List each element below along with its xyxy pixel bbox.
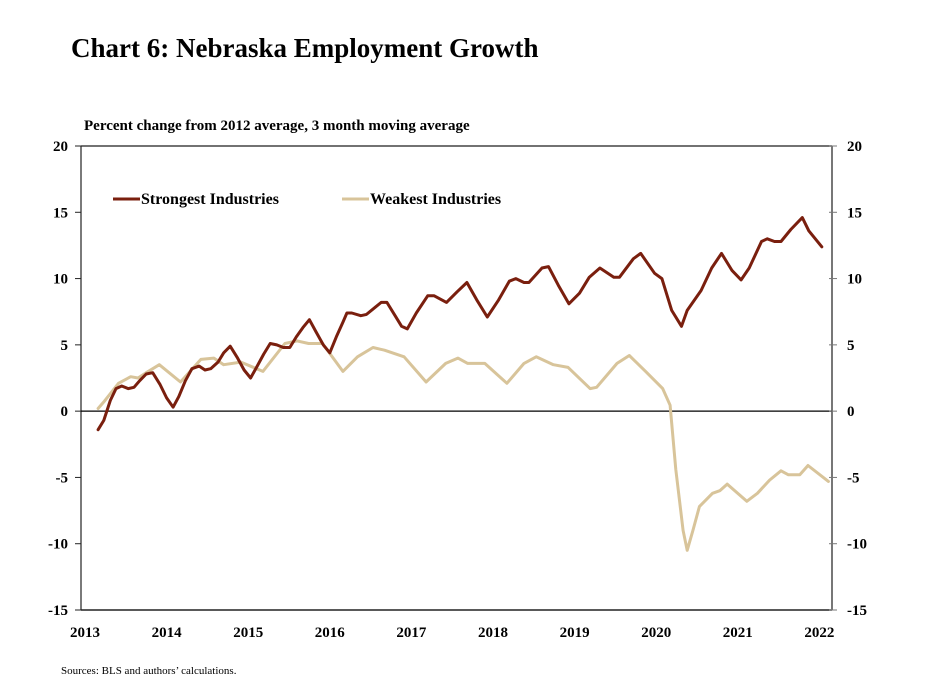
source-note: Sources: BLS and authors’ calculations. bbox=[61, 665, 237, 677]
right-y-tick-label: -10 bbox=[847, 537, 867, 553]
left-y-ticks: 20 15 10 5 0 -5 -10 -15 bbox=[48, 139, 81, 619]
x-tick-label: 2019 bbox=[560, 625, 590, 641]
x-tick-label: 2015 bbox=[233, 625, 263, 641]
x-tick-label: 2013 bbox=[70, 625, 100, 641]
x-tick-label: 2018 bbox=[478, 625, 508, 641]
legend-item-weakest: Weakest Industries bbox=[342, 191, 501, 208]
left-y-tick-label: 5 bbox=[61, 338, 69, 354]
x-tick-label: 2017 bbox=[396, 625, 427, 641]
right-y-tick-label: -15 bbox=[847, 603, 867, 619]
x-tick-label: 2021 bbox=[723, 625, 753, 641]
legend-item-strongest: Strongest Industries bbox=[113, 191, 279, 208]
series-line-weakest bbox=[96, 339, 830, 552]
right-y-tick-label: 0 bbox=[847, 404, 855, 420]
right-y-ticks: 20 15 10 5 0 -5 -10 -15 bbox=[829, 139, 867, 619]
x-tick-label: 2022 bbox=[804, 625, 834, 641]
x-tick-label: 2020 bbox=[641, 625, 671, 641]
left-y-tick-label: -10 bbox=[48, 537, 68, 553]
chart-title: Chart 6: Nebraska Employment Growth bbox=[71, 33, 539, 63]
right-y-tick-label: -5 bbox=[847, 470, 860, 486]
right-y-tick-label: 10 bbox=[847, 272, 862, 288]
x-tick-label: 2014 bbox=[152, 625, 183, 641]
x-ticks: 2013 2014 2015 2016 2017 2018 2019 2020 2021 2022 bbox=[70, 625, 834, 641]
left-y-tick-label: -15 bbox=[48, 603, 68, 619]
series-line-strongest bbox=[96, 216, 824, 432]
left-y-tick-label: -5 bbox=[56, 470, 69, 486]
legend-label-weakest: Weakest Industries bbox=[370, 191, 501, 208]
right-y-tick-label: 15 bbox=[847, 205, 862, 221]
y-axis-label: Percent change from 2012 average, 3 mont… bbox=[84, 118, 470, 134]
right-y-tick-label: 5 bbox=[847, 338, 855, 354]
left-y-tick-label: 10 bbox=[53, 272, 68, 288]
left-y-tick-label: 15 bbox=[53, 205, 68, 221]
legend: Strongest Industries Weakest Industries bbox=[113, 191, 501, 208]
x-tick-label: 2016 bbox=[315, 625, 346, 641]
left-y-tick-label: 0 bbox=[61, 404, 69, 420]
left-y-tick-label: 20 bbox=[53, 139, 68, 155]
series-group bbox=[96, 216, 830, 552]
axes bbox=[80, 145, 833, 611]
legend-label-strongest: Strongest Industries bbox=[141, 191, 279, 208]
right-y-tick-label: 20 bbox=[847, 139, 862, 155]
